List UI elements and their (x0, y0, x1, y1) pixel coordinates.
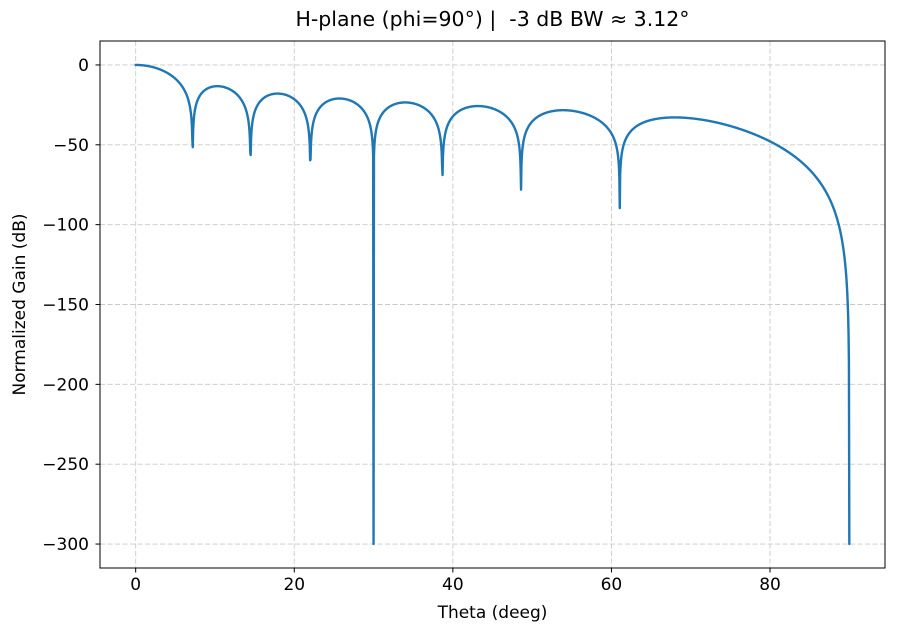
axes-frame (99, 40, 886, 569)
axis-ticks (95, 64, 771, 573)
x-tick-label: 60 (601, 575, 623, 595)
gain-curve (134, 63, 851, 546)
y-tick-label: −250 (42, 455, 89, 475)
y-axis-label: Normalized Gain (dB) (10, 213, 30, 395)
tick-labels: 0 20 40 60 80 0 −50 −100 −150 −200 −250 −300 (42, 56, 781, 595)
y-tick-label: −200 (42, 375, 89, 395)
x-tick-label: 80 (759, 575, 781, 595)
y-tick-label: −150 (42, 296, 89, 316)
y-tick-label: −100 (42, 216, 89, 236)
y-tick-label: −50 (53, 136, 89, 156)
y-tick-label: −300 (42, 535, 89, 555)
x-tick-label: 40 (442, 575, 464, 595)
y-tick-label: 0 (78, 56, 89, 76)
x-tick-label: 20 (283, 575, 305, 595)
x-axis-label: Theta (deeg) (437, 603, 548, 623)
x-tick-label: 0 (130, 575, 141, 595)
grid-lines (100, 41, 885, 568)
chart-title: H-plane (phi=90°) | -3 dB BW ≈ 3.12° (295, 7, 689, 32)
